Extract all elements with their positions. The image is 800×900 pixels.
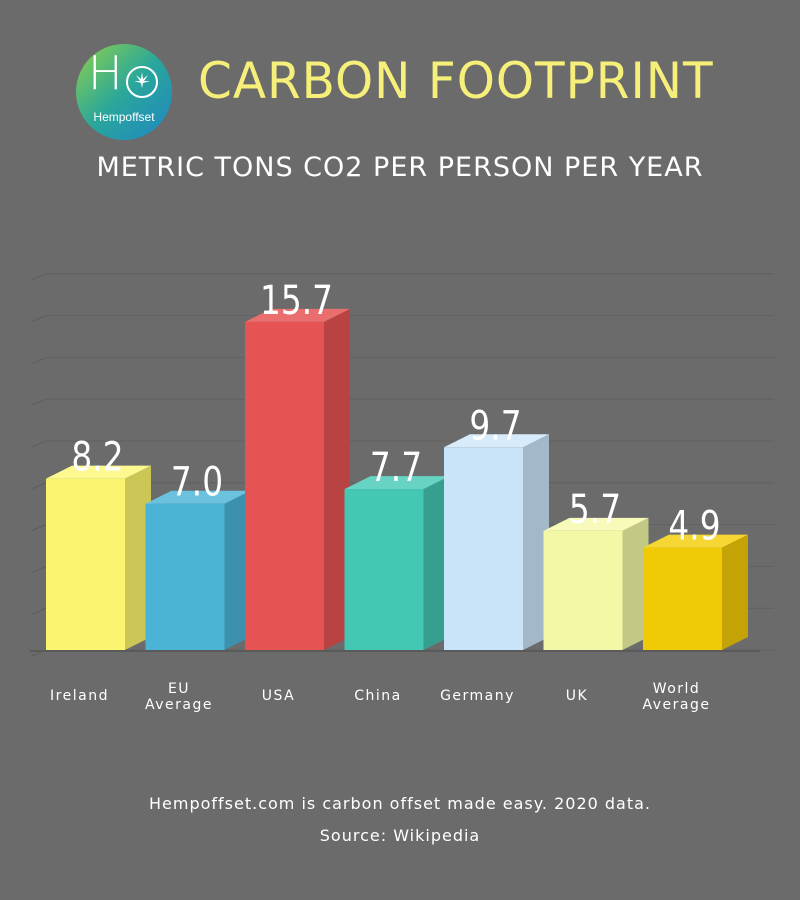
logo-ring-icon (126, 66, 158, 98)
tick-label: Germany (440, 688, 515, 704)
bar-front (46, 478, 125, 650)
bar-front (643, 547, 722, 650)
bar-side (324, 308, 350, 650)
grid-line-left (31, 356, 47, 364)
bar-side (125, 465, 151, 650)
bar-side (523, 434, 549, 650)
grid-line-left (31, 607, 47, 615)
data-label: 15.7 (260, 277, 333, 324)
bar-top (643, 534, 748, 548)
bar-top (444, 434, 549, 448)
grid-line-left (31, 524, 47, 532)
chart-subtitle: METRIC TONS CO2 PER PERSON PER YEAR (96, 152, 704, 183)
tick-label: World (653, 681, 701, 697)
grid-line-left (31, 565, 47, 573)
bar-side (722, 534, 748, 650)
bar-0 (46, 465, 151, 650)
grid-line-left (31, 315, 47, 323)
logo-letter: H (88, 46, 123, 100)
tick-label: UK (566, 688, 588, 704)
bar-1 (145, 490, 251, 650)
hempoffset-logo: H Hempoffset (76, 44, 172, 140)
tick-label: China (354, 688, 402, 704)
bar-top (344, 476, 450, 490)
grid-line-left (31, 398, 47, 406)
bar-5 (543, 517, 649, 650)
grid-line-left (31, 482, 47, 490)
bar-top (145, 490, 251, 504)
data-label: 7.0 (171, 459, 223, 506)
bar-front (245, 321, 324, 650)
grid-line-left (31, 440, 47, 448)
data-label: 4.9 (668, 502, 720, 549)
cannabis-leaf-icon (134, 72, 150, 88)
bar-top (543, 517, 649, 531)
bar-top (245, 308, 350, 322)
bar-4 (444, 434, 549, 650)
data-label: 9.7 (469, 402, 521, 449)
bars-layer (46, 308, 748, 650)
footer-tagline: Hempoffset.com is carbon offset made eas… (148, 794, 652, 813)
bar-3 (344, 476, 450, 650)
bar-2 (245, 308, 350, 650)
labels-layer: 8.2Ireland7.0EUAverage15.7USA7.7China9.7… (50, 277, 721, 713)
bar-front (444, 447, 523, 650)
bar-side (224, 490, 251, 650)
bar-top (46, 465, 151, 479)
tick-label: Average (643, 697, 711, 713)
data-label: 8.2 (71, 433, 123, 480)
logo-name: Hempoffset (93, 110, 155, 124)
bar-side (622, 517, 649, 650)
bar-6 (643, 534, 748, 650)
bar-side (423, 476, 450, 650)
bar-front (344, 489, 424, 650)
tick-label: USA (262, 688, 295, 704)
bar-front (543, 530, 623, 650)
data-label: 7.7 (370, 444, 422, 491)
tick-label: Average (145, 697, 213, 713)
grid-line-left (31, 273, 47, 281)
data-label: 5.7 (569, 486, 621, 533)
page-title: CARBON FOOTPRINT (198, 52, 714, 110)
tick-label: Ireland (50, 688, 109, 704)
tick-label: EU (168, 681, 190, 697)
footer-source: Source: Wikipedia (319, 826, 481, 845)
bar-front (145, 503, 225, 650)
